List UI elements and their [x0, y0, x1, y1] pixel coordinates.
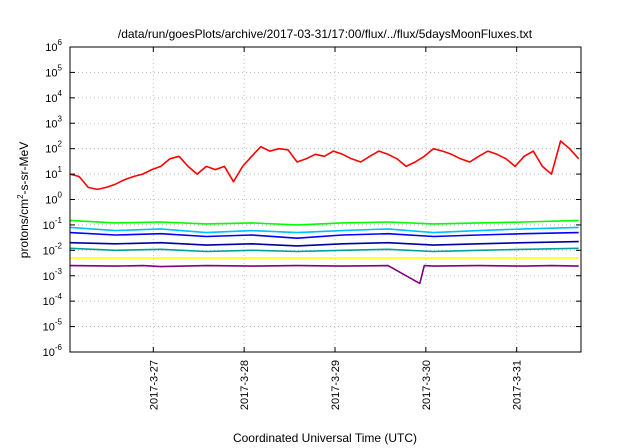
- x-axis-label: Coordinated Universal Time (UTC): [233, 431, 417, 445]
- y-tick-label: 10-4: [43, 292, 63, 308]
- y-tick-label: 10-5: [43, 318, 63, 334]
- grid: [70, 47, 581, 352]
- y-tick-label: 10-6: [43, 343, 63, 359]
- y-tick-label: 104: [45, 89, 62, 105]
- series-line-3: [69, 231, 579, 239]
- y-tick-label: 100: [45, 191, 62, 207]
- series-line-0: [69, 140, 580, 191]
- x-tick-label: 2017-3-28: [239, 360, 251, 410]
- y-axis: 10-6 10-5 10-4 10-3 10-2 10-1 100 101 102 103 104 1…: [43, 38, 581, 359]
- series-line-1: [69, 219, 579, 226]
- y-tick-label: 103: [45, 114, 62, 130]
- x-tick-label: 2017-3-30: [421, 360, 433, 410]
- series-line-5: [69, 247, 579, 253]
- y-tick-label: 105: [45, 63, 62, 79]
- x-axis: 2017-3-27 2017-3-28 2017-3-29 2017-3-30 2017…: [148, 47, 524, 410]
- series-layer: [69, 140, 580, 285]
- y-tick-label: 10-3: [43, 267, 63, 283]
- series-line-7: [69, 264, 579, 285]
- y-tick-label: 10-1: [43, 216, 63, 232]
- series-line-4: [69, 240, 579, 247]
- x-tick-label: 2017-3-31: [512, 360, 524, 410]
- y-axis-label: protons/cm2-s-sr-MeV: [16, 142, 31, 258]
- y-tick-label: 101: [45, 165, 62, 181]
- y-tick-label: 10-2: [43, 241, 63, 257]
- y-tick-label: 102: [45, 140, 62, 156]
- y-tick-label: 106: [45, 38, 62, 54]
- series-line-2: [69, 226, 579, 234]
- x-tick-label: 2017-3-29: [330, 360, 342, 410]
- x-tick-label: 2017-3-27: [148, 360, 160, 410]
- chart-title: /data/run/goesPlots/archive/2017-03-31/1…: [118, 27, 533, 41]
